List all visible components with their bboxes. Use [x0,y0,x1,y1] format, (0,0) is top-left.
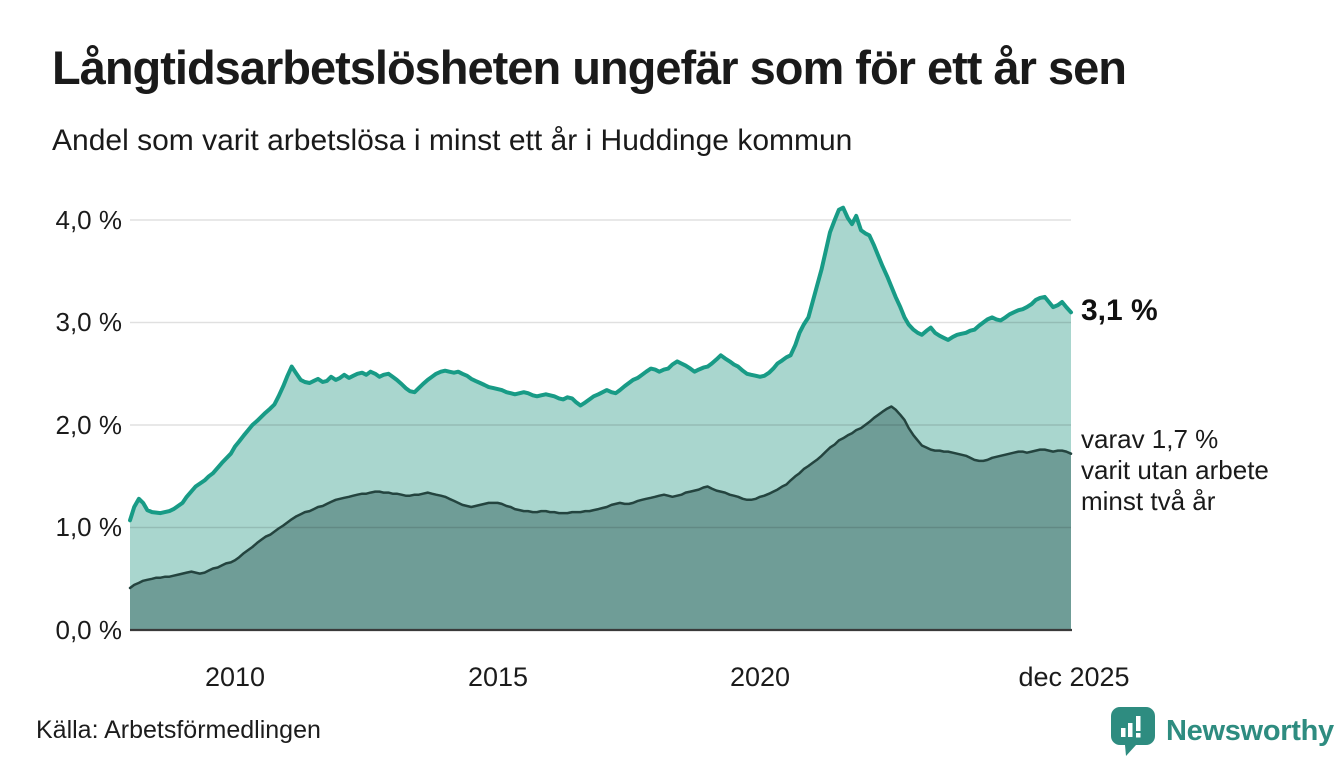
gridlines [130,219,1071,529]
source-note: Källa: Arbetsförmedlingen [36,716,321,744]
page-subtitle: Andel som varit arbetslösa i minst ett å… [52,124,853,157]
page-title: Långtidsarbetslösheten ungefär som för e… [52,41,1127,94]
x-tick-2015: 2015 [467,662,529,692]
series-secondary-line [128,405,1073,590]
series-total-line [128,205,1073,523]
brand-logo: Newsworthy [1110,706,1334,756]
secondary-label-line3: minst två år [1081,486,1216,516]
y-tick-3: 3,0 % [55,307,123,337]
y-tick-4: 4,0 % [55,205,123,235]
latest-value-label: 3,1 % [1081,294,1158,327]
x-tick-dec2025: dec 2025 [1018,662,1130,692]
brand-name: Newsworthy [1166,714,1334,747]
y-tick-0: 0,0 % [55,615,123,645]
y-tick-2: 2,0 % [55,410,123,440]
x-tick-2020: 2020 [729,662,791,692]
secondary-value-label: varav 1,7 % varit utan arbete minst två … [1081,424,1269,517]
secondary-label-line1: varav 1,7 % [1081,424,1219,454]
newsworthy-icon [1111,707,1155,756]
secondary-label-line2: varit utan arbete [1081,455,1269,485]
series-secondary-area [130,406,1071,630]
y-tick-1: 1,0 % [55,512,123,542]
x-tick-2010: 2010 [204,662,266,692]
